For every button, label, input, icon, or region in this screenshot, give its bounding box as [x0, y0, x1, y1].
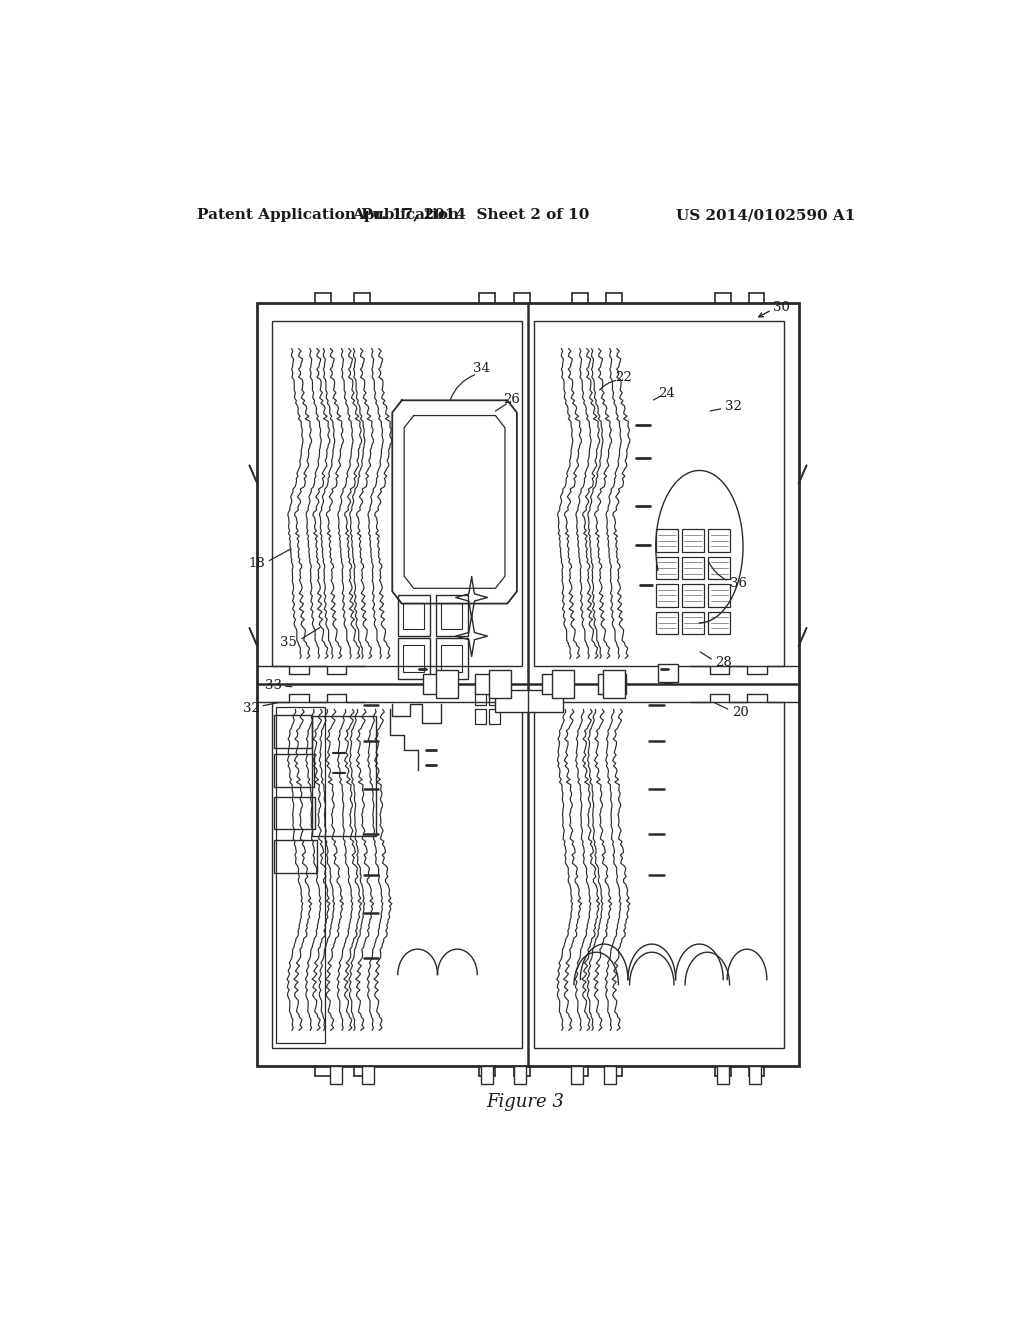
Text: 33: 33 [265, 680, 282, 693]
Bar [543, 673, 570, 694]
Text: 22: 22 [615, 371, 633, 384]
Text: Figure 3: Figure 3 [485, 1093, 564, 1110]
Bar [481, 1067, 494, 1084]
Bar [750, 1067, 761, 1084]
Bar [331, 1067, 342, 1084]
Bar [528, 690, 563, 713]
Bar [397, 595, 430, 636]
Bar [271, 702, 521, 1048]
Text: 28: 28 [715, 656, 732, 669]
Bar [489, 709, 500, 723]
Text: 30: 30 [773, 301, 791, 314]
Bar [274, 797, 315, 829]
Text: 35: 35 [280, 636, 297, 648]
Bar [682, 585, 705, 607]
Bar [709, 585, 730, 607]
Bar [570, 1067, 583, 1084]
Bar [436, 638, 468, 678]
Bar [441, 645, 462, 672]
Bar [655, 585, 678, 607]
Bar [709, 529, 730, 552]
Text: 18: 18 [248, 557, 265, 570]
Bar [275, 708, 325, 1043]
Bar [495, 690, 529, 713]
Bar [312, 717, 376, 837]
Bar [717, 1067, 729, 1084]
Bar [655, 611, 678, 634]
Bar [257, 302, 799, 1067]
Text: 36: 36 [729, 577, 746, 590]
Bar [514, 1067, 526, 1084]
Bar [658, 664, 678, 682]
Text: 26: 26 [503, 393, 520, 405]
Bar [475, 690, 486, 705]
Bar [709, 611, 730, 634]
Bar [682, 611, 705, 634]
Bar [604, 1067, 616, 1084]
Bar [602, 669, 625, 698]
Bar [403, 602, 424, 630]
Bar [436, 669, 458, 698]
Bar [397, 638, 430, 678]
Bar [274, 715, 312, 748]
Bar [274, 754, 313, 787]
Text: 32: 32 [725, 400, 741, 413]
Bar [489, 690, 500, 705]
Bar [552, 669, 574, 698]
Bar [441, 602, 462, 630]
Bar [274, 841, 316, 873]
Text: US 2014/0102590 A1: US 2014/0102590 A1 [676, 209, 855, 222]
Bar [598, 673, 626, 694]
Bar [436, 595, 468, 636]
Bar [655, 529, 678, 552]
Bar [535, 702, 784, 1048]
Bar [682, 529, 705, 552]
Bar [475, 673, 503, 694]
Bar [271, 321, 521, 665]
Bar [423, 673, 451, 694]
Bar [535, 321, 784, 665]
Text: 20: 20 [732, 706, 749, 719]
Bar [362, 1067, 374, 1084]
Text: 32: 32 [243, 702, 259, 714]
Text: 34: 34 [473, 362, 489, 375]
Text: Patent Application Publication: Patent Application Publication [197, 209, 459, 222]
Bar [655, 557, 678, 579]
Bar [682, 557, 705, 579]
Bar [403, 645, 424, 672]
Bar [475, 709, 486, 723]
Bar [709, 557, 730, 579]
Bar [489, 669, 511, 698]
Text: Apr. 17, 2014  Sheet 2 of 10: Apr. 17, 2014 Sheet 2 of 10 [352, 209, 590, 222]
Text: 24: 24 [658, 387, 675, 400]
